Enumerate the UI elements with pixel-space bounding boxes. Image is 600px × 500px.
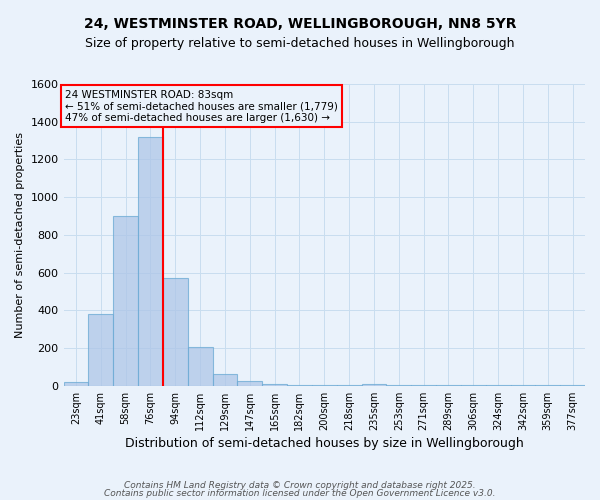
Text: Size of property relative to semi-detached houses in Wellingborough: Size of property relative to semi-detach…: [85, 38, 515, 51]
Bar: [212, 374, 238, 386]
Bar: [163, 278, 188, 386]
Y-axis label: Number of semi-detached properties: Number of semi-detached properties: [15, 132, 25, 338]
Bar: [64, 382, 88, 386]
Text: Contains HM Land Registry data © Crown copyright and database right 2025.: Contains HM Land Registry data © Crown c…: [124, 480, 476, 490]
Text: 24 WESTMINSTER ROAD: 83sqm
← 51% of semi-detached houses are smaller (1,779)
47%: 24 WESTMINSTER ROAD: 83sqm ← 51% of semi…: [65, 90, 338, 123]
Bar: [262, 384, 287, 386]
Bar: [88, 314, 113, 386]
Text: 24, WESTMINSTER ROAD, WELLINGBOROUGH, NN8 5YR: 24, WESTMINSTER ROAD, WELLINGBOROUGH, NN…: [84, 18, 516, 32]
Bar: [362, 384, 386, 386]
Bar: [188, 347, 212, 386]
Bar: [312, 385, 337, 386]
Bar: [287, 385, 312, 386]
Bar: [138, 137, 163, 386]
Bar: [337, 385, 362, 386]
Bar: [113, 216, 138, 386]
Bar: [238, 380, 262, 386]
Text: Contains public sector information licensed under the Open Government Licence v3: Contains public sector information licen…: [104, 489, 496, 498]
X-axis label: Distribution of semi-detached houses by size in Wellingborough: Distribution of semi-detached houses by …: [125, 437, 524, 450]
